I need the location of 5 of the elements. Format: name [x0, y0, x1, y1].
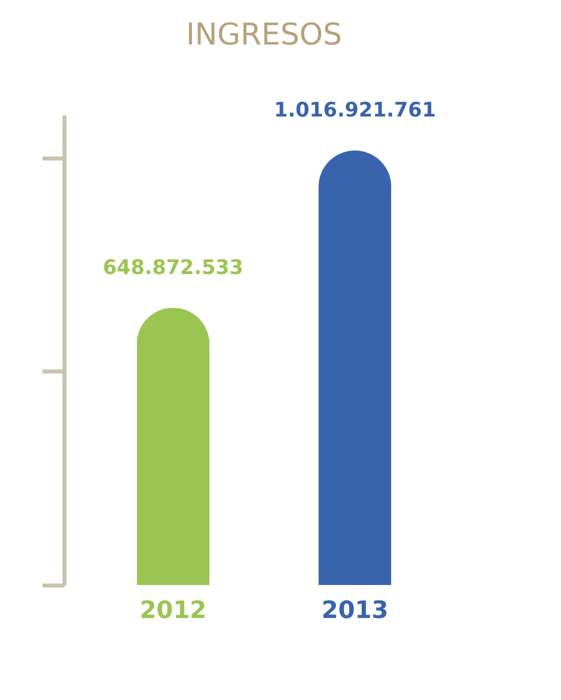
- data-label: 1.016.921.761: [274, 97, 436, 122]
- x-tick-label: 2013: [322, 596, 388, 624]
- data-label: 648.872.533: [102, 254, 244, 279]
- chart-title: INGRESOS: [186, 17, 342, 52]
- x-tick-label: 2012: [140, 596, 206, 624]
